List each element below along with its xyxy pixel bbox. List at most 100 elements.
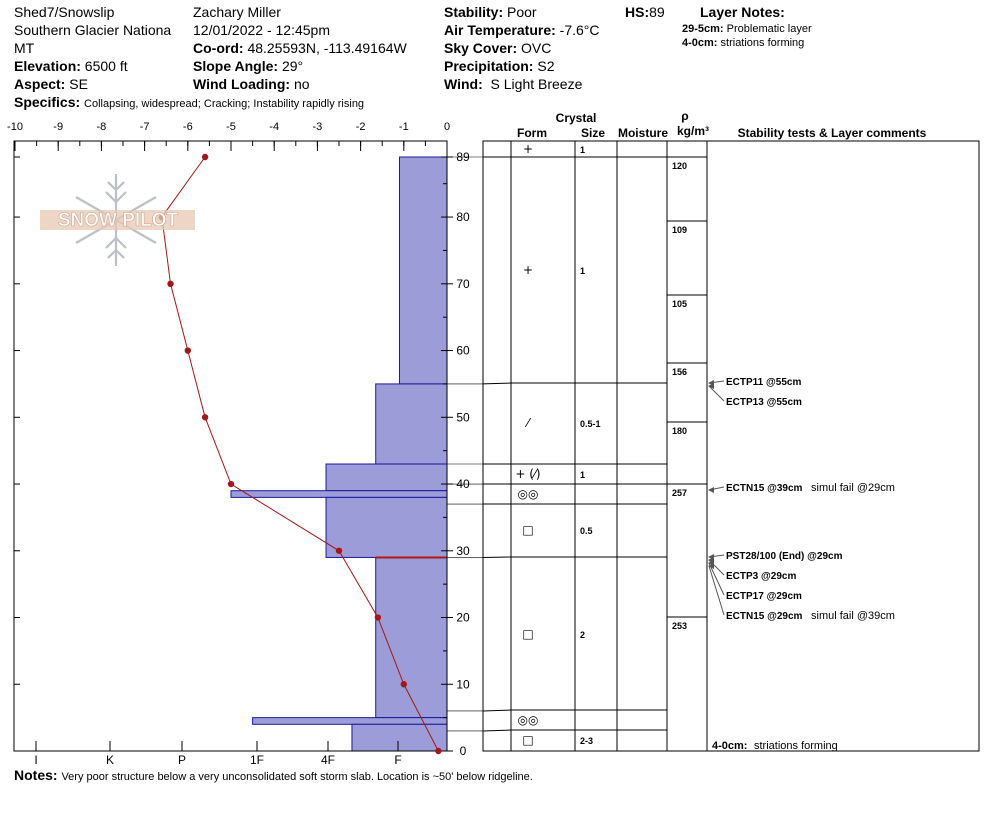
grain-size: 1 [580,470,585,480]
temperature-point [201,414,209,421]
elevation-label: Elevation: [14,58,81,74]
height-tick-label: 10 [456,677,470,691]
elevation: Elevation: 6500 ft [14,57,128,75]
layer-note-text: striations forming [720,37,805,49]
temp-tick-label: -6 [183,121,193,133]
temp-tick-label: -1 [399,121,409,133]
layer-comment-range: 4-0cm: [712,740,747,752]
hs-label: HS: [625,4,650,20]
precipitation: Precipitation: S2 [444,57,554,75]
grain-size: 0.5-1 [580,419,601,429]
height-tick-label: 30 [456,544,470,558]
grain-form-symbol: □ [522,627,533,641]
temperature-point [167,280,174,288]
stability-test-note: simul fail @29cm [811,482,895,494]
temperature-point [435,747,442,755]
layer-leader [482,382,512,385]
precip-label: Precipitation: [444,58,534,74]
hardness-bar [325,496,448,558]
specifics: Specifics: Collapsing, widespread; Crack… [14,93,364,113]
height-tick-label: 80 [456,210,470,224]
grain-form-symbol: + [523,263,533,277]
wind: Wind: S Light Breeze [444,75,582,93]
hardness-tick-label: 4F [321,753,335,767]
elevation-value: 6500 ft [84,58,128,74]
hardness-bar [398,156,448,385]
hardness-bar [375,556,448,719]
grain-size: 2-3 [580,736,593,746]
form-header: Form [517,126,547,140]
stability-header: Stability tests & Layer comments [738,126,927,140]
temperature-point [400,681,407,688]
temp-tick-label: -4 [269,121,279,133]
hardness-bar [375,383,448,465]
coord-label: Co-ord: [193,40,244,56]
stability-test-label: ECTP17 @29cm [726,591,802,602]
temp-tick-label: -2 [356,121,366,133]
crystal-header: Crystal [556,111,597,125]
state: MT [14,40,35,56]
temp-tick-label: -3 [313,121,323,133]
grain-size: 1 [580,145,585,155]
hardness-profile [230,156,448,752]
snowpilot-logo: SNOW PILOT [40,174,195,266]
layer-note-text: Problematic layer [726,23,812,35]
density-value: 156 [672,367,687,377]
sky-value: OVC [521,40,552,56]
precip-value: S2 [537,58,555,74]
profile-axes: -10 -9 -8 -7 -6 -5 -4 -3 -2 -1 0010203040506070808… [7,121,470,767]
layer-comment-text: striations forming [754,740,838,752]
layer-table: Crystal Form Size Moisture ρkg/m³ Stability t… [447,109,980,752]
temp-tick-label: 0 [444,121,450,133]
wind-loading-label: Wind Loading: [193,76,291,92]
hardness-tick-label: K [106,753,114,767]
density-value: 120 [672,161,687,171]
logo-banner [40,210,195,230]
layer-leader [482,729,512,732]
grain-form-symbol: + (⁄) [515,467,540,481]
grain-form-symbol: ◎◎ [518,713,539,727]
grain-size: 1 [580,266,585,276]
arrow-icon [708,563,714,569]
temperature-point [335,547,343,554]
grain-size: 0.5 [580,526,593,536]
stability-label: Stability: [444,4,504,20]
hardness-bar [230,490,448,498]
location-name: Southern Glacier Nationa [14,22,172,38]
density-value: 253 [672,621,687,631]
temperature-point [184,347,191,354]
stability-test-label: ECTP3 @29cm [726,571,796,582]
logo-text: SNOW PILOT [58,210,179,231]
stability-test-label: ECTN15 @39cm [726,483,803,494]
aspect: Aspect: SE [14,75,88,93]
stability-test-label: PST28/100 (End) @29cm [726,551,843,562]
air-temperature: Air Temperature: -7.6°C [444,21,600,39]
stability-value: Poor [507,4,537,20]
specifics-label: Specifics: [14,94,81,110]
density-value: 105 [672,299,687,309]
temperature-point [227,480,235,488]
layer-leader [482,709,512,712]
layer-notes-title: Layer Notes: [700,4,785,20]
hardness-bar [325,463,448,492]
height-tick-label: 0 [460,744,467,758]
snow-height: HS:89 [625,3,665,21]
aspect-value: SE [69,76,88,92]
density-unit: kg/m³ [677,124,709,138]
wind-label: Wind: [444,76,483,92]
notes-text: Very poor structure below a very unconso… [61,771,533,783]
wind-loading: Wind Loading: no [193,75,310,93]
density-value: 180 [672,426,687,436]
slope-value: 29° [281,58,304,74]
wind-loading-value: no [293,76,310,92]
aspect-label: Aspect: [14,76,66,92]
observation-datetime: 12/01/2022 - 12:45pm [193,22,330,38]
arrow-icon [708,487,714,493]
density-value: 257 [672,488,687,498]
test-pointer [708,565,725,616]
hardness-tick-label: I [34,753,37,767]
observer-name: Zachary Miller [193,4,281,20]
sky-label: Sky Cover: [444,40,518,56]
wind-value: S Light Breeze [490,76,583,92]
